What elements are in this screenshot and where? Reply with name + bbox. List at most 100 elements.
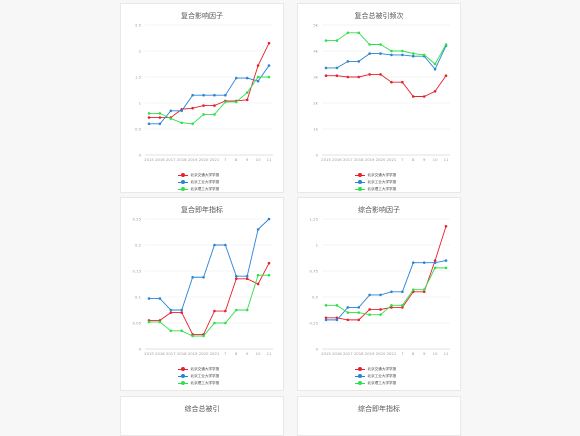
legend-swatch-blue [354, 374, 365, 379]
legend-item[interactable]: 北京工业大学学报 [121, 179, 283, 185]
data-point [335, 66, 339, 70]
legend-item[interactable]: 北京理工大学学报 [121, 380, 283, 386]
data-point [433, 67, 437, 71]
series-line [326, 226, 447, 321]
x-tick-label: 7 [224, 157, 227, 162]
x-tick-label: 9 [423, 157, 426, 162]
y-tick-label: 4k [313, 48, 318, 53]
chart-card-composite-citations: 复合总被引频次 0 1k 2k 3k 4k 5k 2015 2016 2017 2018 2019 2… [297, 3, 461, 193]
data-point [379, 313, 382, 316]
legend-item[interactable]: 北京工业大学学报 [298, 179, 460, 185]
legend-swatch-green [354, 381, 365, 386]
legend-label: 北京理工大学学报 [367, 380, 397, 385]
data-point [390, 53, 393, 57]
data-point [191, 275, 194, 279]
x-tick-label: 2018 [177, 351, 187, 356]
x-tick-label: 2019 [188, 351, 198, 356]
data-point [444, 224, 448, 228]
legend-item[interactable]: 北京理工大学学报 [121, 186, 283, 192]
legend-label: 北京交通大学学报 [190, 172, 220, 177]
data-point [224, 309, 227, 313]
data-point [422, 53, 426, 57]
y-tick-label: 0.25 [310, 320, 319, 325]
legend-label: 北京交通大学学报 [367, 366, 397, 371]
legend-swatch-blue [177, 374, 188, 379]
data-point [267, 41, 271, 45]
data-point [213, 321, 216, 325]
data-point [346, 60, 350, 63]
x-tick-label: 2016 [332, 157, 342, 162]
legend-swatch-red [354, 173, 365, 178]
legend-label: 北京交通大学学报 [367, 172, 397, 177]
legend-label: 北京工业大学学报 [190, 373, 220, 378]
legend-item[interactable]: 北京工业大学学报 [298, 373, 460, 379]
data-point [401, 53, 404, 57]
data-point [357, 60, 361, 63]
data-point [180, 308, 184, 312]
y-tick-label: 0 [139, 346, 142, 351]
legend-item[interactable]: 北京理工大学学报 [298, 186, 460, 192]
data-point [335, 316, 339, 320]
chart-legend: 北京交通大学学报 北京工业大学学报 北京理工大学学报 [298, 366, 460, 387]
data-point [234, 100, 238, 104]
legend-label: 北京理工大学学报 [367, 186, 397, 191]
data-point [324, 66, 328, 70]
y-tick-label: 1 [139, 100, 142, 105]
data-point [191, 122, 194, 126]
y-tick-label: 0 [316, 152, 319, 157]
data-point [401, 49, 404, 53]
x-tick-label: 2017 [343, 351, 353, 356]
legend-item[interactable]: 北京理工大学学报 [298, 380, 460, 386]
x-tick-label: 2021 [387, 157, 397, 162]
chart-title: 复合总被引频次 [354, 12, 404, 20]
y-tick-label: 2.5 [135, 22, 142, 27]
chart-card-comprehensive-citations: 综合总被引 [120, 396, 284, 436]
y-tick-label: 0.1 [135, 294, 142, 299]
x-tick-label: 10 [433, 157, 438, 162]
x-tick-label: 2018 [354, 157, 364, 162]
chart-title: 复合影响因子 [181, 12, 223, 20]
data-point [213, 243, 216, 247]
x-tick-label: 2021 [387, 351, 397, 356]
data-point [169, 329, 173, 333]
legend-item[interactable]: 北京交通大学学报 [298, 172, 460, 178]
x-tick-label: 2016 [155, 351, 165, 356]
data-point [256, 273, 260, 277]
x-tick-label: 8 [235, 351, 238, 356]
x-tick-label: 2019 [365, 157, 375, 162]
x-tick-label: 8 [412, 351, 415, 356]
data-point [169, 109, 173, 113]
data-point [158, 297, 162, 300]
data-point [224, 100, 227, 104]
data-point [346, 318, 350, 322]
data-point [346, 306, 350, 309]
chart-title: 综合影响因子 [358, 206, 400, 214]
legend-item[interactable]: 北京交通大学学报 [121, 366, 283, 372]
x-tick-label: 7 [401, 157, 404, 162]
data-point [180, 121, 184, 125]
legend-item[interactable]: 北京工业大学学报 [121, 373, 283, 379]
data-point [147, 116, 151, 119]
data-point [335, 39, 339, 42]
data-point [401, 80, 404, 84]
data-point [245, 76, 249, 80]
data-point [433, 259, 437, 262]
data-point [444, 43, 448, 46]
data-point [368, 293, 371, 297]
data-point [335, 318, 339, 322]
chart-legend: 北京交通大学学报 北京工业大学学报 北京理工大学学报 [298, 172, 460, 193]
legend-swatch-blue [354, 180, 365, 185]
data-point [368, 73, 371, 76]
legend-label: 北京工业大学学报 [367, 373, 397, 378]
data-point [147, 320, 151, 324]
legend-item[interactable]: 北京交通大学学报 [121, 172, 283, 178]
data-point [379, 52, 382, 55]
y-tick-label: 1k [313, 126, 318, 131]
legend-swatch-blue [177, 180, 188, 185]
x-tick-label: 10 [433, 351, 438, 356]
chart-plot: 0 1k 2k 3k 4k 5k 2015 2016 2017 2018 2019 2020 2021 7… [313, 22, 450, 162]
data-point [357, 311, 361, 314]
x-tick-label: 11 [267, 157, 272, 162]
legend-item[interactable]: 北京交通大学学报 [298, 366, 460, 372]
x-tick-label: 2015 [321, 351, 331, 356]
